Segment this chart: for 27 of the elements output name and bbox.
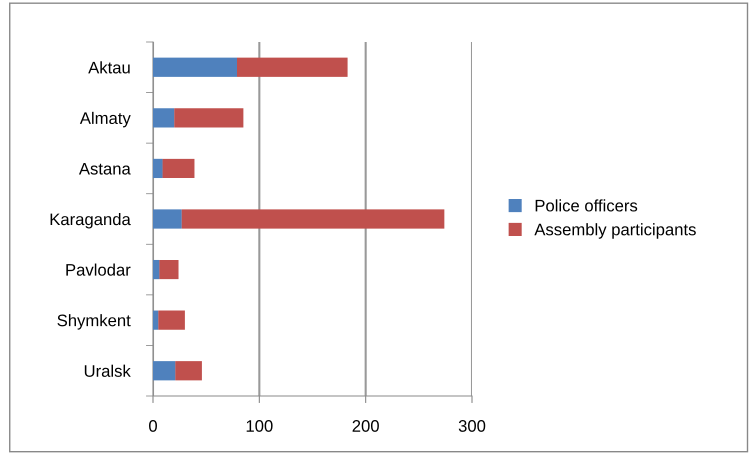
bar xyxy=(182,209,444,229)
y-tick-label: Aktau xyxy=(88,61,130,74)
bar xyxy=(153,108,174,128)
legend-label: Assembly participants xyxy=(534,223,696,239)
bar xyxy=(153,260,160,280)
bar xyxy=(174,108,244,128)
bar xyxy=(237,58,348,77)
bar xyxy=(153,361,176,380)
bar xyxy=(153,158,163,178)
x-tick-label: 300 xyxy=(458,420,486,432)
bar xyxy=(175,361,202,380)
bar xyxy=(153,209,182,229)
x-tick-label: 0 xyxy=(149,420,157,432)
y-tick-label: Shymkent xyxy=(57,314,131,330)
x-tick-label: 200 xyxy=(352,420,379,432)
bar xyxy=(153,310,158,330)
y-tick-label: Uralsk xyxy=(84,364,131,377)
x-tick-label: 100 xyxy=(246,420,273,432)
y-tick-label: Pavlodar xyxy=(66,264,131,276)
legend-label: Police officers xyxy=(536,199,638,212)
y-tick-label: Karaganda xyxy=(50,212,131,228)
bar xyxy=(158,310,185,330)
y-tick-label: Almaty xyxy=(80,112,131,128)
bar xyxy=(153,58,238,77)
bar xyxy=(159,260,179,280)
bar xyxy=(162,158,194,178)
y-tick-label: Astana xyxy=(78,163,131,175)
